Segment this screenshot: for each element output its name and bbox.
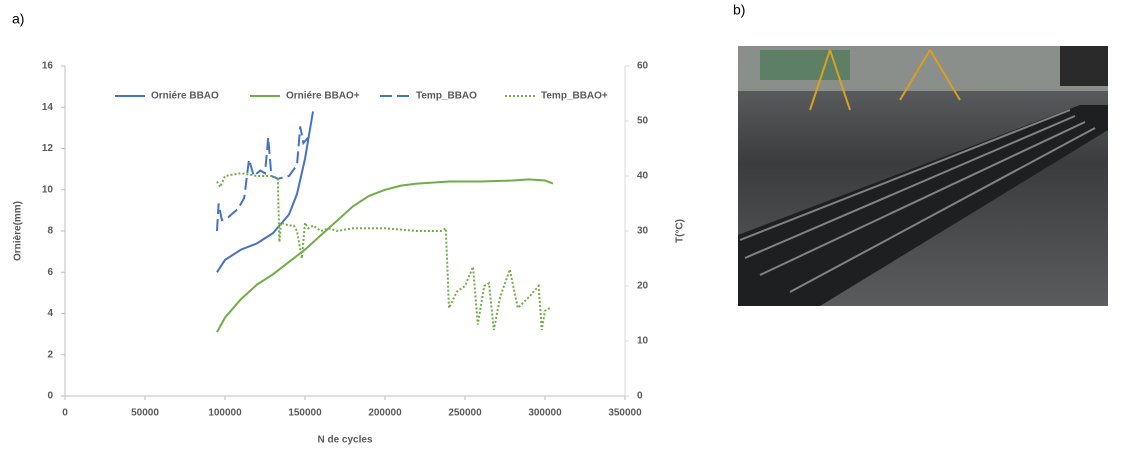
- y-tick-label: 0: [47, 391, 53, 402]
- legend-label: Temp_BBAO+: [541, 91, 608, 102]
- x-axis-title: N de cycles: [317, 435, 372, 446]
- y-tick-label: 2: [47, 349, 53, 360]
- series-line: [216, 126, 309, 232]
- y2-tick-label: 10: [637, 336, 649, 347]
- x-tick-label: 200000: [368, 408, 402, 419]
- legend-label: Orniére BBAO+: [286, 91, 360, 102]
- x-tick-label: 250000: [448, 408, 482, 419]
- y2-tick-label: 20: [637, 281, 649, 292]
- y-tick-label: 16: [42, 61, 54, 72]
- x-tick-label: 150000: [288, 408, 322, 419]
- y2-tick-label: 40: [637, 171, 649, 182]
- x-tick-label: 350000: [608, 408, 642, 419]
- photo: [738, 46, 1108, 306]
- y2-tick-label: 50: [637, 116, 649, 127]
- y-tick-label: 10: [42, 184, 54, 195]
- legend-label: Orniére BBAO: [151, 91, 219, 102]
- y-tick-label: 12: [42, 143, 54, 154]
- series-line: [216, 172, 551, 331]
- y2-tick-label: 60: [637, 61, 649, 72]
- y2-axis-title: T(°C): [675, 219, 686, 243]
- y2-tick-label: 0: [637, 391, 643, 402]
- legend-label: Temp_BBAO: [416, 91, 477, 102]
- x-tick-label: 300000: [528, 408, 562, 419]
- y-tick-label: 8: [47, 226, 53, 237]
- series-line: [216, 111, 314, 273]
- y-tick-label: 6: [47, 267, 53, 278]
- x-tick-label: 50000: [131, 408, 159, 419]
- y2-tick-label: 30: [637, 226, 649, 237]
- x-tick-label: 0: [62, 408, 68, 419]
- series-line: [216, 178, 554, 333]
- y-tick-label: 4: [47, 308, 53, 319]
- panel-label: a): [12, 11, 24, 27]
- panel-label: b): [733, 2, 745, 18]
- y-tick-label: 14: [42, 102, 54, 113]
- x-tick-label: 100000: [208, 408, 242, 419]
- y-axis-title: Ornière(mm): [13, 201, 24, 261]
